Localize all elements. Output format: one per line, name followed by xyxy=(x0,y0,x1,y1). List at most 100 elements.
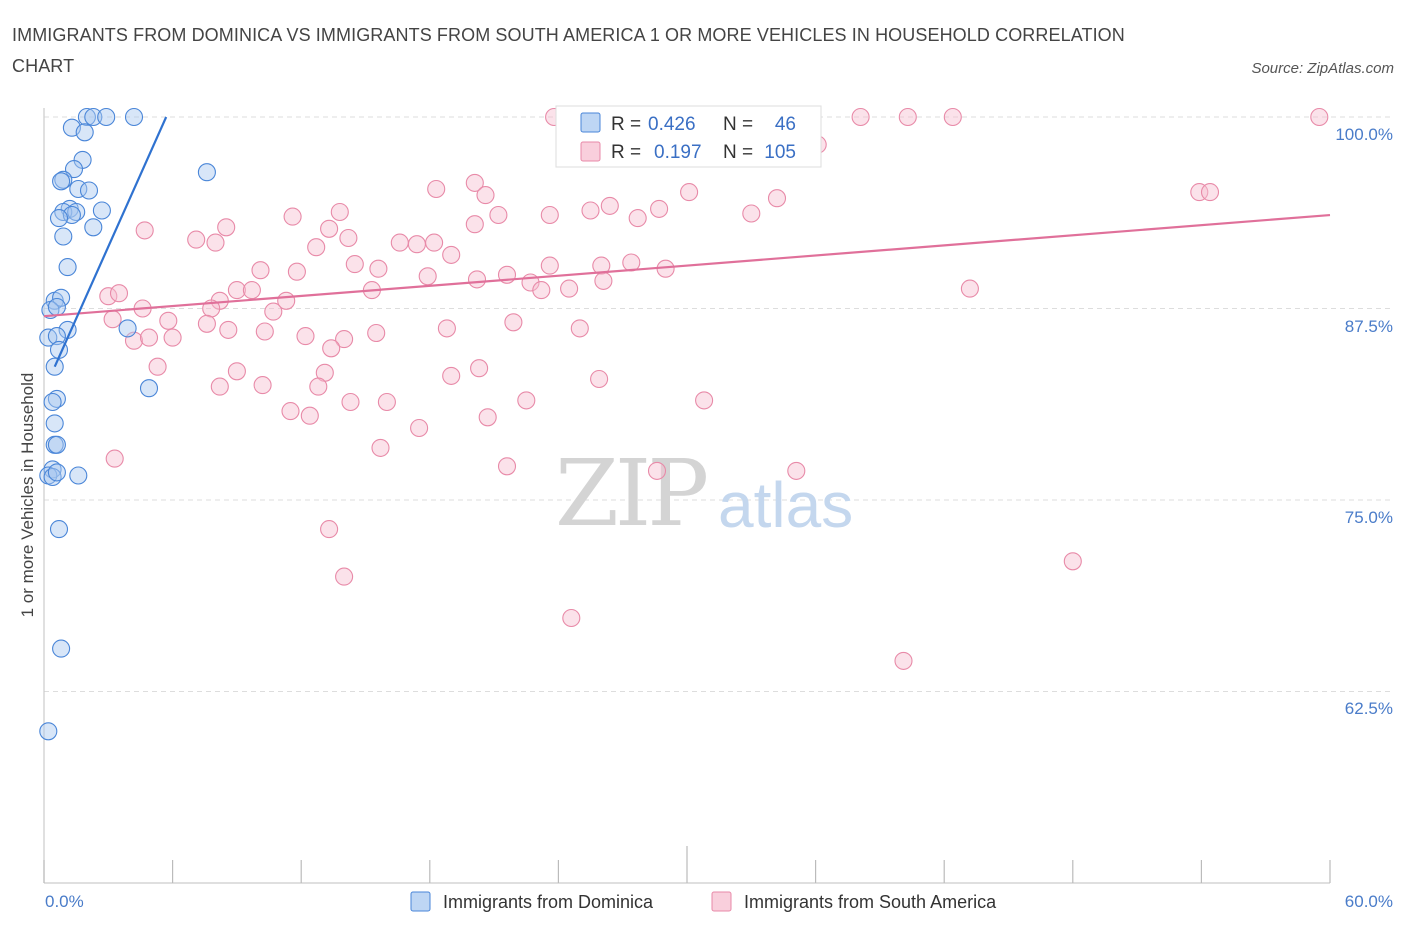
south-america-point xyxy=(296,327,315,346)
south-america-point xyxy=(371,438,390,457)
south-america-point xyxy=(628,209,647,228)
south-america-point xyxy=(390,233,409,252)
dominica-point xyxy=(92,201,111,220)
legend-label-dominica: Immigrants from Dominica xyxy=(443,892,654,912)
dominica-point xyxy=(49,520,69,539)
dominica-point xyxy=(84,107,103,127)
south-america-point xyxy=(410,418,429,438)
south-america-point xyxy=(600,196,619,215)
south-america-point xyxy=(442,366,461,385)
south-america-point xyxy=(197,314,216,333)
south-america-points xyxy=(99,107,1329,670)
south-america-point xyxy=(1310,107,1329,127)
south-america-point xyxy=(489,205,508,225)
stats-r-label-1: R = xyxy=(611,114,641,135)
watermark-zip: ZIP xyxy=(555,440,706,547)
south-america-point xyxy=(330,202,349,222)
south-america-point xyxy=(339,228,358,248)
south-america-point xyxy=(320,520,339,539)
south-america-point xyxy=(767,189,787,208)
south-america-point xyxy=(99,287,118,306)
dominica-point xyxy=(43,392,62,412)
south-america-point xyxy=(255,322,274,341)
south-america-point xyxy=(442,245,461,264)
south-america-point xyxy=(105,449,124,468)
south-america-point xyxy=(437,319,456,338)
dominica-point xyxy=(58,258,77,277)
y-axis-label: 1 or more Vehicles in Household xyxy=(18,373,37,618)
south-america-point xyxy=(960,279,979,298)
dominica-point xyxy=(197,163,216,182)
south-america-point xyxy=(287,262,306,281)
stats-n-value-2: 105 xyxy=(764,142,796,163)
south-america-point xyxy=(851,107,870,127)
south-america-point xyxy=(251,261,270,280)
south-america-point xyxy=(369,259,388,278)
south-america-point xyxy=(465,173,484,192)
south-america-point xyxy=(427,179,446,199)
south-america-point xyxy=(217,218,236,237)
grid-lines xyxy=(44,116,1390,692)
south-america-point xyxy=(335,330,354,349)
y-tick-75: 75.0% xyxy=(1345,508,1393,527)
south-america-point xyxy=(592,256,611,275)
dominica-point xyxy=(54,227,73,246)
south-america-point xyxy=(650,199,669,218)
dominica-point xyxy=(124,107,144,127)
south-america-point xyxy=(1190,183,1209,202)
dominica-point xyxy=(75,123,94,142)
south-america-point xyxy=(219,320,238,339)
south-america-point xyxy=(307,238,326,257)
south-america-point xyxy=(742,204,761,223)
south-america-point xyxy=(465,215,484,234)
watermark-atlas: atlas xyxy=(718,469,853,541)
south-america-point xyxy=(227,281,246,300)
south-america-point xyxy=(341,392,360,412)
dominica-point xyxy=(52,288,71,307)
dominica-points xyxy=(39,107,216,741)
south-america-point xyxy=(532,281,551,300)
south-america-point xyxy=(163,328,182,347)
south-america-point xyxy=(320,219,339,238)
dominica-point xyxy=(47,463,66,482)
dominica-point xyxy=(52,639,71,658)
dominica-point xyxy=(47,297,66,317)
trend-line-south-america xyxy=(43,213,1331,318)
dominica-point xyxy=(47,435,66,454)
south-america-point xyxy=(345,255,364,274)
dominica-point xyxy=(79,181,99,200)
dominica-point xyxy=(69,466,88,485)
south-america-point xyxy=(300,406,319,425)
stats-n-label-2: N = xyxy=(723,142,753,163)
south-america-point xyxy=(335,567,354,586)
stats-r-label-2: R = xyxy=(611,142,641,163)
dominica-point xyxy=(45,414,64,433)
south-america-point xyxy=(540,205,559,225)
y-tick-62-5: 62.5% xyxy=(1345,699,1393,718)
south-america-point xyxy=(210,377,229,396)
stats-r-value-2: 0.197 xyxy=(654,142,702,163)
legend-swatch-south-america xyxy=(711,891,732,912)
dominica-point xyxy=(84,218,103,237)
y-tick-labels: 100.0% 87.5% 75.0% 62.5% xyxy=(1335,125,1393,718)
south-america-point xyxy=(562,608,581,628)
x-tick-right: 60.0% xyxy=(1345,892,1393,911)
south-america-point xyxy=(281,402,300,421)
south-america-point xyxy=(581,201,600,220)
x-tick-left: 0.0% xyxy=(45,892,84,911)
legend-label-south-america: Immigrants from South America xyxy=(744,892,997,912)
south-america-point xyxy=(590,369,609,389)
south-america-point xyxy=(504,313,523,332)
stats-swatch-dominica xyxy=(580,112,601,133)
south-america-point xyxy=(159,311,178,330)
south-america-point xyxy=(242,281,261,300)
south-america-point xyxy=(148,357,167,376)
source-label: Source: ZipAtlas.com xyxy=(1251,60,1394,77)
south-america-point xyxy=(787,461,806,480)
south-america-point xyxy=(407,235,426,254)
dominica-point xyxy=(47,327,66,346)
x-ticks xyxy=(43,846,1331,883)
south-america-point xyxy=(253,376,272,395)
dominica-point xyxy=(118,319,137,338)
south-america-point xyxy=(478,408,497,427)
